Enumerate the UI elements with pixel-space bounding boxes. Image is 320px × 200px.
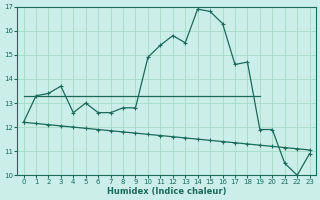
X-axis label: Humidex (Indice chaleur): Humidex (Indice chaleur) (107, 187, 226, 196)
